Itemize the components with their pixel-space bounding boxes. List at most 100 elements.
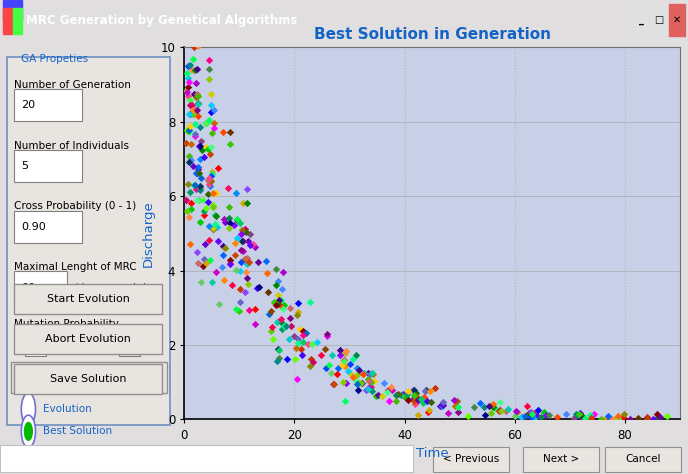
- Point: [183, 2, 194, 9]
- Point: [295, 345, 306, 353]
- FancyBboxPatch shape: [605, 447, 681, 472]
- Point: [182, 126, 193, 134]
- Point: [575, 411, 586, 419]
- Text: _: _: [638, 15, 644, 25]
- Point: [605, 416, 616, 423]
- Point: [185, 188, 196, 196]
- Point: [407, 386, 418, 393]
- Point: [409, 386, 420, 394]
- Point: [356, 380, 367, 387]
- Point: [606, 416, 617, 423]
- Point: [283, 335, 294, 342]
- Point: [185, 61, 196, 68]
- Point: [235, 259, 246, 266]
- Point: [183, 62, 194, 69]
- Point: [409, 397, 420, 404]
- Point: [188, 0, 199, 4]
- Point: [182, 83, 193, 91]
- Point: [368, 377, 379, 384]
- Point: [449, 396, 460, 404]
- Point: [206, 170, 217, 178]
- Point: [240, 289, 251, 296]
- Point: [612, 416, 623, 423]
- Point: [420, 388, 431, 395]
- Point: [574, 414, 585, 422]
- Point: [421, 386, 432, 393]
- Point: [199, 154, 210, 161]
- Point: [217, 242, 228, 249]
- Point: [193, 113, 204, 120]
- Point: [641, 416, 652, 423]
- Point: [198, 211, 209, 219]
- Point: [386, 387, 397, 394]
- Point: [208, 125, 219, 132]
- Point: [298, 328, 309, 335]
- Point: [196, 174, 207, 182]
- Bar: [669, 4, 685, 36]
- Point: [363, 370, 374, 377]
- Point: [281, 322, 292, 329]
- Point: [595, 416, 606, 423]
- Point: [533, 406, 544, 413]
- Point: [217, 128, 228, 136]
- Point: [390, 391, 401, 399]
- Point: [383, 386, 394, 393]
- Point: [206, 178, 217, 185]
- Point: [437, 402, 448, 410]
- Point: [417, 399, 428, 406]
- Point: [402, 397, 413, 404]
- Point: [573, 410, 584, 418]
- Point: [213, 300, 224, 307]
- Point: [270, 282, 281, 289]
- Point: [347, 373, 358, 381]
- FancyBboxPatch shape: [523, 447, 599, 472]
- Point: [290, 344, 301, 352]
- Point: [184, 240, 195, 247]
- Point: [340, 362, 351, 370]
- Point: [292, 311, 303, 319]
- Point: [191, 170, 202, 177]
- Text: 20: 20: [21, 100, 35, 110]
- Point: [197, 262, 208, 269]
- Point: [267, 323, 278, 330]
- Point: [211, 268, 222, 276]
- Point: [208, 225, 219, 233]
- Point: [189, 120, 200, 128]
- Point: [184, 101, 195, 109]
- Point: [188, 1, 199, 9]
- Point: [206, 278, 217, 286]
- Point: [367, 387, 378, 395]
- Point: [321, 364, 332, 372]
- Point: [400, 393, 411, 401]
- Point: [277, 285, 288, 293]
- Point: [600, 415, 611, 422]
- Point: [272, 318, 283, 325]
- Text: Mutation Probability: Mutation Probability: [14, 319, 119, 329]
- Point: [244, 241, 255, 248]
- Point: [424, 388, 436, 395]
- FancyBboxPatch shape: [0, 446, 413, 473]
- Point: [196, 137, 207, 145]
- Point: [204, 256, 215, 264]
- Point: [195, 187, 206, 194]
- Point: [208, 120, 219, 128]
- Point: [243, 237, 254, 245]
- Point: [418, 393, 429, 401]
- Point: [541, 411, 552, 419]
- Point: [390, 397, 401, 405]
- Point: [235, 298, 246, 306]
- Point: [184, 79, 195, 86]
- Text: 5: 5: [21, 161, 28, 171]
- Point: [186, 199, 197, 207]
- Bar: [3, 8, 12, 34]
- Point: [341, 347, 352, 355]
- Point: [577, 416, 588, 423]
- Point: [341, 379, 352, 387]
- FancyBboxPatch shape: [14, 364, 162, 394]
- Point: [182, 92, 193, 100]
- Point: [189, 181, 200, 189]
- Point: [652, 414, 663, 422]
- Point: [249, 244, 260, 251]
- Point: [588, 410, 599, 418]
- Point: [235, 219, 246, 227]
